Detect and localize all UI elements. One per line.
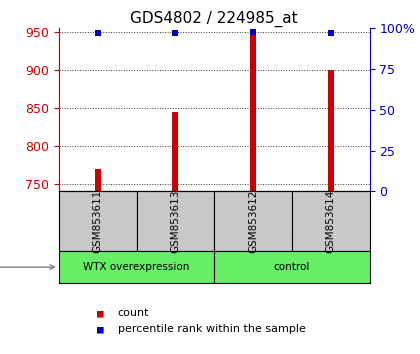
Bar — [250, 32, 256, 192]
Text: ■: ■ — [97, 324, 104, 334]
Text: GSM853614: GSM853614 — [326, 190, 336, 253]
Bar — [59, 192, 136, 251]
Bar — [214, 192, 292, 251]
Text: WTX overexpression: WTX overexpression — [83, 262, 190, 272]
Text: GSM853611: GSM853611 — [93, 190, 102, 253]
Bar — [172, 112, 178, 192]
Text: GSM853613: GSM853613 — [171, 190, 180, 253]
Bar — [59, 251, 214, 283]
Text: percentile rank within the sample: percentile rank within the sample — [118, 324, 305, 334]
Bar — [94, 169, 101, 192]
Text: count: count — [118, 308, 149, 318]
Bar — [292, 192, 370, 251]
Text: control: control — [274, 262, 310, 272]
Bar — [136, 192, 214, 251]
Bar — [214, 251, 370, 283]
Bar — [328, 70, 334, 192]
Title: GDS4802 / 224985_at: GDS4802 / 224985_at — [130, 11, 298, 27]
Text: ■: ■ — [97, 308, 104, 318]
Text: GSM853612: GSM853612 — [248, 190, 258, 253]
